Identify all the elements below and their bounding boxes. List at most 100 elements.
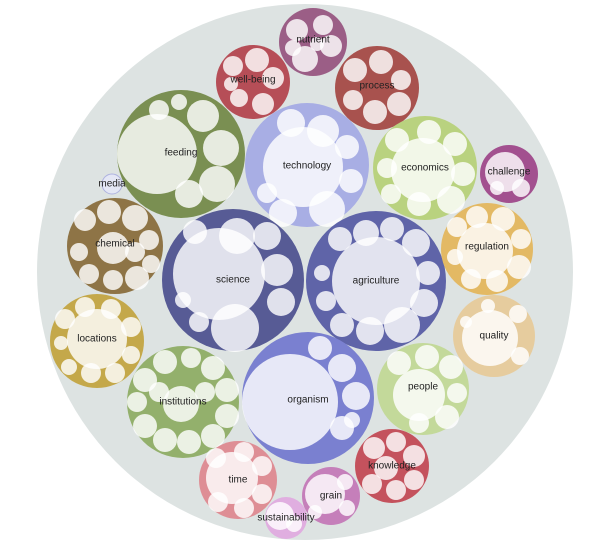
- leaf-circle-institutions-0[interactable]: [163, 386, 199, 422]
- cluster-nutrient[interactable]: nutrient: [279, 8, 347, 76]
- leaf-circle-chemical-3[interactable]: [139, 230, 159, 250]
- leaf-circle-agriculture-2[interactable]: [353, 220, 379, 246]
- cluster-grain[interactable]: grain: [302, 467, 360, 525]
- leaf-circle-regulation-3[interactable]: [491, 207, 515, 231]
- cluster-regulation[interactable]: regulation: [441, 203, 533, 295]
- leaf-circle-agriculture-4[interactable]: [402, 229, 430, 257]
- cluster-well-being[interactable]: well-being: [216, 45, 290, 119]
- leaf-circle-science-1[interactable]: [219, 218, 255, 254]
- leaf-circle-locations-4[interactable]: [121, 317, 141, 337]
- cluster-quality[interactable]: quality: [453, 295, 535, 377]
- leaf-circle-feeding-3[interactable]: [199, 166, 235, 202]
- leaf-circle-time-1[interactable]: [206, 448, 226, 468]
- leaf-circle-institutions-11[interactable]: [127, 392, 147, 412]
- leaf-circle-institutions-3[interactable]: [181, 348, 201, 368]
- leaf-circle-regulation-7[interactable]: [461, 269, 481, 289]
- leaf-circle-regulation-8[interactable]: [447, 249, 463, 265]
- leaf-circle-technology-6[interactable]: [269, 199, 297, 227]
- leaf-circle-nutrient-5[interactable]: [310, 37, 324, 51]
- leaf-circle-institutions-12[interactable]: [149, 382, 169, 402]
- leaf-circle-feeding-6[interactable]: [171, 94, 187, 110]
- leaf-circle-knowledge-1[interactable]: [386, 432, 406, 452]
- leaf-circle-chemical-2[interactable]: [122, 205, 148, 231]
- leaf-circle-technology-1[interactable]: [277, 109, 305, 137]
- leaf-circle-feeding-5[interactable]: [149, 100, 169, 120]
- leaf-circle-agriculture-5[interactable]: [416, 261, 440, 285]
- leaf-circle-people-6[interactable]: [409, 413, 429, 433]
- cluster-locations[interactable]: locations: [50, 294, 144, 388]
- leaf-circle-economics-5[interactable]: [437, 186, 465, 214]
- leaf-circle-sustainability-1[interactable]: [286, 516, 302, 532]
- cluster-feeding[interactable]: feeding: [117, 90, 245, 218]
- leaf-circle-agriculture-3[interactable]: [380, 217, 404, 241]
- leaf-circle-well-being-3[interactable]: [252, 93, 274, 115]
- leaf-circle-institutions-8[interactable]: [177, 430, 201, 454]
- cluster-time[interactable]: time: [199, 441, 277, 519]
- leaf-circle-feeding-1[interactable]: [187, 100, 219, 132]
- leaf-circle-chemical-5[interactable]: [125, 266, 149, 290]
- leaf-circle-people-4[interactable]: [447, 383, 467, 403]
- leaf-circle-time-2[interactable]: [234, 442, 254, 462]
- leaf-circle-technology-4[interactable]: [339, 169, 363, 193]
- cluster-media[interactable]: media: [98, 173, 126, 195]
- leaf-circle-technology-7[interactable]: [257, 183, 277, 203]
- leaf-circle-agriculture-0[interactable]: [332, 237, 420, 325]
- leaf-circle-science-7[interactable]: [189, 312, 209, 332]
- leaf-circle-locations-3[interactable]: [101, 299, 121, 319]
- leaf-circle-chemical-0[interactable]: [74, 209, 96, 231]
- cluster-institutions[interactable]: institutions: [127, 346, 239, 458]
- leaf-circle-agriculture-8[interactable]: [356, 317, 384, 345]
- leaf-circle-institutions-7[interactable]: [201, 424, 225, 448]
- leaf-circle-agriculture-7[interactable]: [384, 307, 420, 343]
- leaf-circle-institutions-13[interactable]: [195, 382, 215, 402]
- leaf-circle-economics-2[interactable]: [417, 120, 441, 144]
- leaf-circle-challenge-1[interactable]: [512, 179, 530, 197]
- leaf-circle-chemical-8[interactable]: [70, 243, 88, 261]
- cluster-sustainability[interactable]: sustainability: [257, 497, 315, 539]
- leaf-circle-chemical-6[interactable]: [103, 270, 123, 290]
- leaf-circle-institutions-5[interactable]: [215, 378, 239, 402]
- leaf-circle-institutions-2[interactable]: [153, 350, 177, 374]
- leaf-circle-people-5[interactable]: [435, 405, 459, 429]
- leaf-circle-economics-1[interactable]: [385, 128, 409, 152]
- leaf-circle-technology-5[interactable]: [309, 191, 345, 227]
- leaf-circle-people-3[interactable]: [439, 355, 463, 379]
- leaf-circle-chemical-7[interactable]: [79, 264, 99, 284]
- leaf-circle-technology-3[interactable]: [335, 135, 359, 159]
- leaf-circle-organism-4[interactable]: [344, 412, 360, 428]
- leaf-circle-well-being-4[interactable]: [230, 89, 248, 107]
- leaf-circle-knowledge-3[interactable]: [404, 470, 424, 490]
- leaf-circle-well-being-0[interactable]: [223, 56, 243, 76]
- cluster-challenge[interactable]: challenge: [480, 145, 538, 203]
- leaf-circle-well-being-1[interactable]: [245, 48, 269, 72]
- leaf-circle-knowledge-6[interactable]: [374, 456, 398, 480]
- leaf-circle-people-0[interactable]: [393, 369, 445, 421]
- cluster-science[interactable]: science: [162, 209, 304, 352]
- leaf-circle-well-being-2[interactable]: [262, 67, 284, 89]
- leaf-circle-technology-2[interactable]: [307, 115, 339, 147]
- leaf-circle-science-6[interactable]: [211, 304, 259, 352]
- leaf-circle-science-8[interactable]: [175, 292, 191, 308]
- leaf-circle-regulation-5[interactable]: [507, 255, 531, 279]
- leaf-circle-quality-0[interactable]: [462, 310, 518, 366]
- leaf-circle-regulation-4[interactable]: [511, 229, 531, 249]
- leaf-circle-chemical-9[interactable]: [97, 232, 129, 264]
- leaf-circle-nutrient-0[interactable]: [286, 19, 308, 41]
- leaf-circle-locations-5[interactable]: [122, 346, 140, 364]
- leaf-circle-process-5[interactable]: [343, 90, 363, 110]
- leaf-circle-locations-9[interactable]: [54, 336, 68, 350]
- leaf-circle-chemical-4[interactable]: [142, 255, 160, 273]
- leaf-circle-knowledge-5[interactable]: [362, 474, 382, 494]
- leaf-circle-quality-1[interactable]: [509, 305, 527, 323]
- leaf-circle-nutrient-2[interactable]: [320, 35, 342, 57]
- leaf-circle-locations-8[interactable]: [61, 359, 77, 375]
- leaf-circle-feeding-4[interactable]: [175, 180, 203, 208]
- cluster-agriculture[interactable]: agriculture: [306, 211, 446, 351]
- leaf-circle-locations-7[interactable]: [81, 363, 101, 383]
- leaf-circle-science-5[interactable]: [267, 288, 295, 316]
- cluster-technology[interactable]: technology: [245, 103, 369, 227]
- leaf-circle-regulation-0[interactable]: [457, 223, 513, 279]
- cluster-circle-media[interactable]: [101, 173, 123, 195]
- leaf-circle-science-3[interactable]: [183, 220, 207, 244]
- leaf-circle-chemical-1[interactable]: [97, 200, 121, 224]
